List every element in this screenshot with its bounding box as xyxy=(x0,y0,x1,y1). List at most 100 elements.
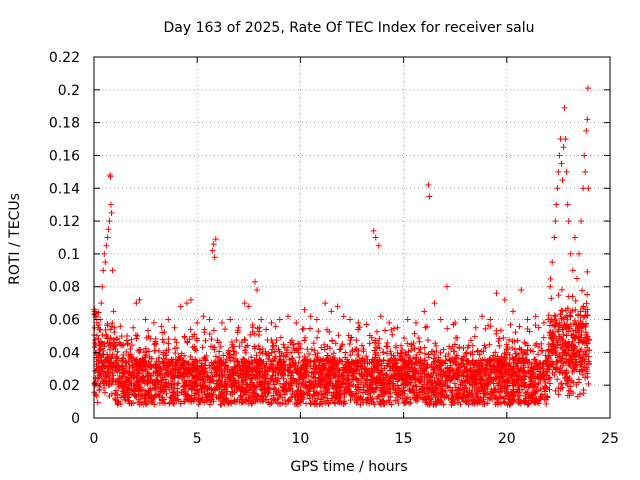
x-tick-label: 25 xyxy=(601,431,619,447)
data-point xyxy=(103,242,110,249)
data-point xyxy=(571,317,578,324)
data-point xyxy=(390,382,397,389)
data-point xyxy=(391,355,398,362)
data-points xyxy=(91,85,593,408)
data-point xyxy=(123,348,130,355)
data-point xyxy=(531,356,538,363)
data-point xyxy=(212,353,219,360)
data-point xyxy=(558,355,565,362)
data-point xyxy=(555,292,562,299)
data-point xyxy=(563,332,570,339)
data-point xyxy=(514,360,521,367)
data-point xyxy=(310,340,317,347)
data-point xyxy=(279,400,286,407)
data-point xyxy=(153,368,160,375)
data-point xyxy=(277,380,284,387)
data-point xyxy=(474,347,481,354)
data-point xyxy=(348,334,355,341)
data-point xyxy=(357,379,364,386)
data-point xyxy=(301,337,308,344)
data-point xyxy=(377,358,384,365)
data-point xyxy=(302,384,309,391)
data-point xyxy=(264,390,271,397)
data-point xyxy=(206,391,213,398)
data-point xyxy=(399,347,406,354)
data-point xyxy=(470,364,477,371)
data-point xyxy=(390,325,397,332)
data-point xyxy=(575,333,582,340)
data-point xyxy=(586,337,593,344)
data-point xyxy=(285,368,292,375)
data-point xyxy=(375,340,382,347)
data-point xyxy=(558,379,565,386)
data-point xyxy=(410,375,417,382)
data-point xyxy=(506,355,513,362)
data-point xyxy=(280,341,287,348)
data-point xyxy=(547,375,554,382)
data-point xyxy=(231,365,238,372)
data-point xyxy=(118,333,125,340)
data-point xyxy=(561,321,568,328)
data-point xyxy=(433,342,440,349)
data-point xyxy=(307,325,314,332)
data-point xyxy=(134,399,141,406)
data-point xyxy=(257,349,264,356)
data-point xyxy=(225,347,232,354)
data-point xyxy=(228,384,235,391)
data-point xyxy=(133,335,140,342)
data-point xyxy=(220,352,227,359)
data-point xyxy=(340,313,347,320)
data-point xyxy=(566,377,573,384)
data-point xyxy=(573,275,580,282)
data-point xyxy=(472,383,479,390)
data-point xyxy=(194,319,201,326)
data-point xyxy=(152,384,159,391)
data-point xyxy=(108,209,115,216)
data-point xyxy=(549,259,556,266)
data-point xyxy=(398,342,405,349)
data-point xyxy=(236,343,243,350)
data-point xyxy=(417,394,424,401)
data-point xyxy=(531,390,538,397)
data-point xyxy=(109,267,116,274)
data-point xyxy=(424,337,431,344)
data-point xyxy=(569,267,576,274)
x-tick-label: 0 xyxy=(90,431,99,447)
data-point xyxy=(186,366,193,373)
data-point xyxy=(112,342,119,349)
data-point xyxy=(480,348,487,355)
data-point xyxy=(555,391,562,398)
data-point xyxy=(128,336,135,343)
data-point xyxy=(161,329,168,336)
data-point xyxy=(444,325,451,332)
data-point xyxy=(432,340,439,347)
data-point xyxy=(142,354,149,361)
data-point xyxy=(217,383,224,390)
data-point xyxy=(521,339,528,346)
data-point xyxy=(335,366,342,373)
data-point xyxy=(262,348,269,355)
data-point xyxy=(265,398,272,405)
data-point xyxy=(275,375,282,382)
data-point xyxy=(249,400,256,407)
data-point xyxy=(583,332,590,339)
data-point xyxy=(125,340,132,347)
data-point xyxy=(241,300,248,307)
data-point xyxy=(433,393,440,400)
data-point xyxy=(580,185,587,192)
data-point xyxy=(314,334,321,341)
data-point xyxy=(584,116,591,123)
data-point xyxy=(289,388,296,395)
data-point xyxy=(302,400,309,407)
data-point xyxy=(215,339,222,346)
data-point xyxy=(133,300,140,307)
data-point xyxy=(423,364,430,371)
data-point xyxy=(560,144,567,151)
data-point xyxy=(375,352,382,359)
data-point xyxy=(403,395,410,402)
data-point xyxy=(546,386,553,393)
data-point xyxy=(104,322,111,329)
data-point xyxy=(557,358,564,365)
data-point xyxy=(293,389,300,396)
data-point xyxy=(532,313,539,320)
